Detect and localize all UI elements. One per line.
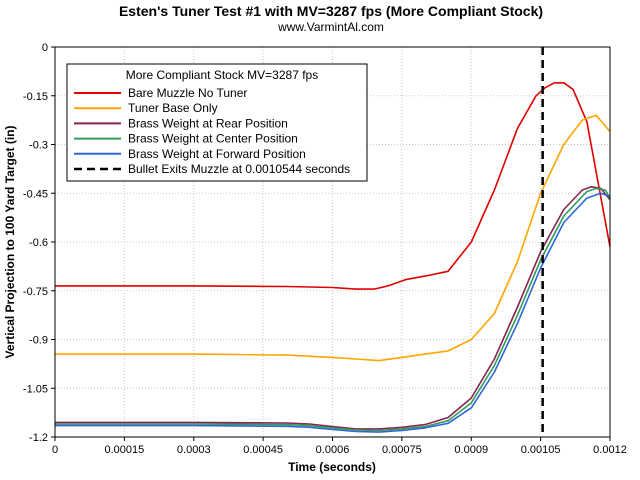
- series-line-1: [55, 82, 611, 290]
- x-tick-label: 0.00045: [243, 444, 283, 456]
- x-tick-label: 0.0006: [316, 444, 350, 456]
- y-tick-label: -0.6: [29, 237, 48, 249]
- series-line-5: [55, 192, 611, 433]
- y-tick-label: -0.75: [23, 286, 48, 298]
- y-tick-label: 0: [42, 42, 48, 54]
- legend-title: More Compliant Stock MV=3287 fps: [126, 68, 318, 82]
- y-tick-label: -1.2: [29, 432, 48, 444]
- y-axis-label: Vertical Projection to 100 Yard Target (…: [3, 126, 17, 359]
- legend-exit-label: Bullet Exits Muzzle at 0.0010544 seconds: [128, 162, 350, 176]
- y-ticks: 0 -0.15 -0.3 -0.45 -0.6 -0.75 -0.9 -1.05 -1.2: [23, 42, 55, 444]
- legend-label-3: Brass Weight at Rear Position: [128, 116, 288, 130]
- y-tick-label: -0.3: [29, 140, 48, 152]
- chart-title: Esten's Tuner Test #1 with MV=3287 fps (…: [119, 3, 543, 19]
- x-tick-label: 0.0012: [593, 444, 627, 456]
- legend-label-2: Tuner Base Only: [128, 101, 218, 115]
- x-tick-label: 0: [52, 444, 58, 456]
- x-tick-label: 0.00105: [521, 444, 561, 456]
- y-tick-label: -0.45: [23, 188, 48, 200]
- x-tick-label: 0.00015: [104, 444, 144, 456]
- y-tick-label: -0.9: [29, 335, 48, 347]
- legend-box: [66, 63, 368, 182]
- y-tick-label: -0.15: [23, 91, 48, 103]
- x-tick-label: 0.0003: [177, 444, 211, 456]
- series-line-2: [55, 114, 611, 362]
- grid-lines: [55, 47, 610, 437]
- series-lines: [55, 82, 611, 433]
- series-line-4: [55, 187, 611, 432]
- legend-label-4: Brass Weight at Center Position: [128, 132, 298, 146]
- x-tick-label: 0.00075: [382, 444, 422, 456]
- series-line-3: [55, 186, 611, 430]
- legend-label-1: Bare Muzzle No Tuner: [128, 86, 247, 100]
- legend-label-5: Brass Weight at Forward Position: [128, 147, 306, 161]
- x-axis-label: Time (seconds): [288, 460, 376, 474]
- legend: More Compliant Stock MV=3287 fps Bare Mu…: [66, 63, 368, 182]
- chart-subtitle: www.VarmintAl.com: [277, 20, 384, 34]
- x-ticks: 0 0.00015 0.0003 0.00045 0.0006 0.00075 0.0009…: [52, 437, 627, 456]
- y-tick-label: -1.05: [23, 383, 48, 395]
- x-tick-label: 0.0009: [454, 444, 488, 456]
